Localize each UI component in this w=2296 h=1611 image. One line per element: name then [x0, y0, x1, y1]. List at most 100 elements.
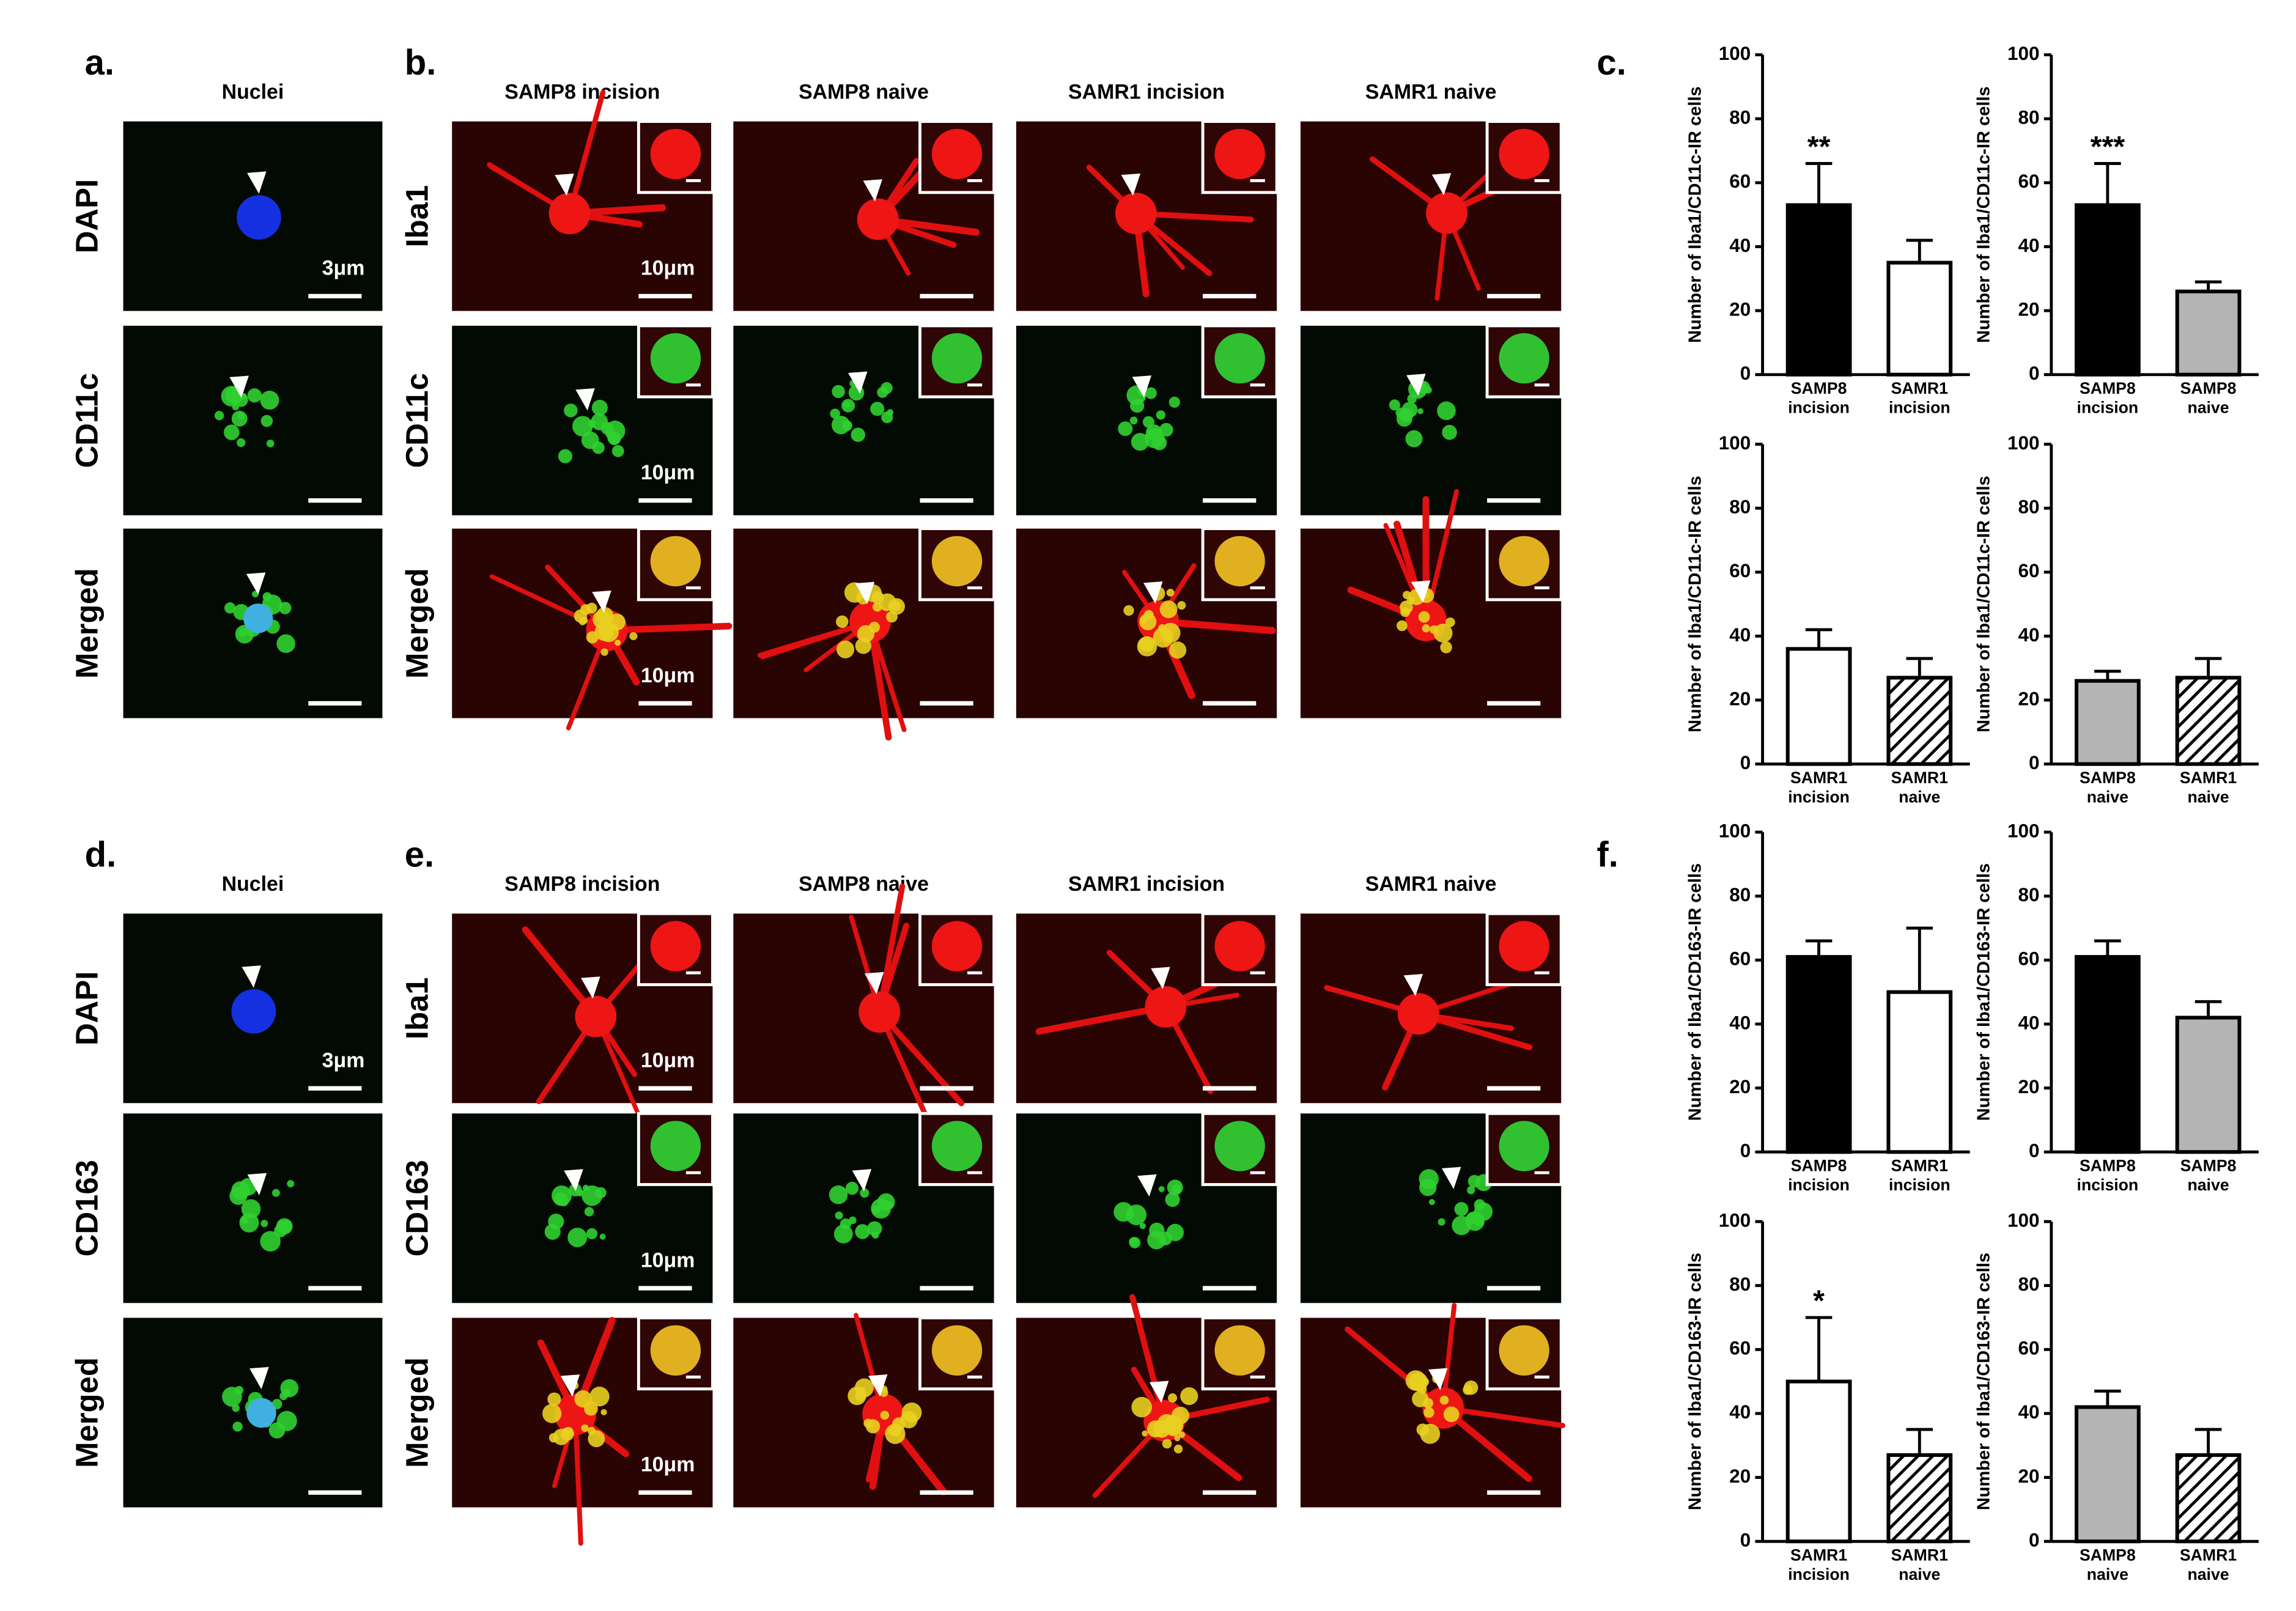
arrowhead: [1149, 1381, 1169, 1403]
bar: [1886, 260, 1953, 377]
granule: [553, 1192, 568, 1206]
granule: [1113, 1202, 1134, 1222]
granule: [1180, 1387, 1198, 1406]
y-tick-label: 80: [1729, 1274, 1751, 1295]
scale-label: 10μm: [641, 1049, 695, 1072]
nucleus: [237, 195, 281, 240]
inset-cell: [1499, 1121, 1549, 1171]
process: [876, 883, 906, 1015]
granule: [232, 1404, 240, 1412]
x-tick-label: SAMR1 naive: [2179, 770, 2237, 807]
process: [567, 89, 606, 216]
granule: [866, 1419, 880, 1434]
panel-letter: e.: [405, 835, 434, 875]
granule: [1158, 1231, 1173, 1246]
arrowhead: [564, 1169, 583, 1192]
cell-body: [1115, 193, 1157, 235]
bar: [1785, 203, 1852, 377]
cell-body: [1397, 993, 1439, 1035]
granule: [1467, 1174, 1481, 1188]
granule: [871, 591, 884, 604]
arrowhead: [852, 1169, 872, 1192]
y-tick-label: 60: [1729, 1338, 1751, 1359]
granule: [830, 408, 840, 419]
y-tick-label: 20: [1729, 298, 1751, 320]
arrowhead: [229, 375, 249, 398]
y-tick-label: 100: [2007, 820, 2040, 841]
bar: [2074, 1405, 2141, 1544]
x-tick-label: SAMR1 naive: [2179, 1547, 2237, 1585]
granule: [860, 1188, 869, 1198]
granule: [1165, 1192, 1180, 1207]
scale-label: 10μm: [641, 461, 695, 484]
bar: [1785, 1379, 1852, 1544]
granule: [260, 1220, 268, 1228]
column-title: SAMP8 incision: [504, 81, 660, 104]
granule: [1153, 627, 1173, 648]
arrowhead: [575, 388, 595, 411]
y-tick-label: 20: [1729, 1076, 1751, 1097]
x-label-box: SAMP8 incision: [1788, 380, 1850, 418]
granule: [591, 399, 608, 416]
granule: [1142, 416, 1154, 428]
granule: [855, 638, 872, 654]
arrowhead: [1143, 581, 1163, 604]
inset-cell: [931, 921, 983, 971]
y-tick-label: 0: [2029, 752, 2040, 773]
scale-label: 10μm: [641, 664, 695, 687]
arrowhead: [1428, 1368, 1448, 1390]
y-tick-label: 0: [2029, 1140, 2040, 1162]
granule: [276, 1410, 297, 1431]
scale-label: 3μm: [322, 1049, 365, 1072]
granule: [251, 591, 259, 598]
granule: [1144, 610, 1154, 620]
cell-body: [858, 991, 901, 1033]
granule: [1467, 1186, 1475, 1195]
row-label: DAPI: [69, 179, 104, 253]
inset-cell: [650, 1325, 701, 1376]
granule: [240, 1216, 249, 1225]
granule: [1443, 1406, 1460, 1423]
inset-cell: [931, 1325, 983, 1376]
row-label: Merged: [399, 568, 434, 679]
row-label: CD11c: [69, 373, 104, 468]
arrowhead: [1121, 173, 1141, 196]
y-tick-label: 40: [1729, 1012, 1751, 1033]
y-axis-label: Number of Iba1/CD163-IR cells: [1685, 1253, 1705, 1510]
inset-cell: [650, 921, 701, 971]
panel-letter: b.: [405, 43, 437, 83]
granule: [1412, 1390, 1429, 1407]
x-tick-label: SAMP8 naive: [2180, 1157, 2237, 1195]
inset-cell: [931, 536, 983, 587]
granule: [223, 424, 240, 440]
x-label-box: SAMR1 incision: [1788, 1547, 1850, 1585]
granule: [1128, 1212, 1135, 1218]
y-tick-label: 100: [1719, 820, 1751, 841]
granule: [548, 1432, 559, 1443]
y-tick-label: 60: [2018, 948, 2039, 970]
y-tick-label: 60: [2018, 171, 2039, 192]
process: [489, 574, 610, 633]
y-axis-label: Number of Iba1/CD163-IR cells: [1974, 863, 1994, 1121]
granule: [587, 1426, 596, 1435]
granule: [854, 1378, 874, 1398]
granule: [547, 1392, 561, 1406]
granule: [241, 1199, 261, 1219]
arrowhead: [555, 173, 574, 196]
granule: [1437, 401, 1456, 421]
column-title: SAMP8 naive: [799, 81, 929, 104]
y-tick-label: 40: [2018, 235, 2039, 256]
x-label-box: SAMR1 naive: [1891, 1547, 1948, 1585]
granule: [880, 382, 893, 394]
x-label-box: SAMP8 incision: [2077, 380, 2139, 418]
granule: [1418, 611, 1430, 623]
y-tick-label: 0: [1740, 1140, 1751, 1162]
arrowhead: [1151, 967, 1170, 989]
granule: [561, 1427, 574, 1441]
bar: [1886, 1453, 1953, 1544]
arrowhead: [1431, 173, 1452, 196]
scale-label: 10μm: [641, 1248, 695, 1272]
granule: [224, 602, 236, 614]
bar: [2074, 203, 2141, 377]
